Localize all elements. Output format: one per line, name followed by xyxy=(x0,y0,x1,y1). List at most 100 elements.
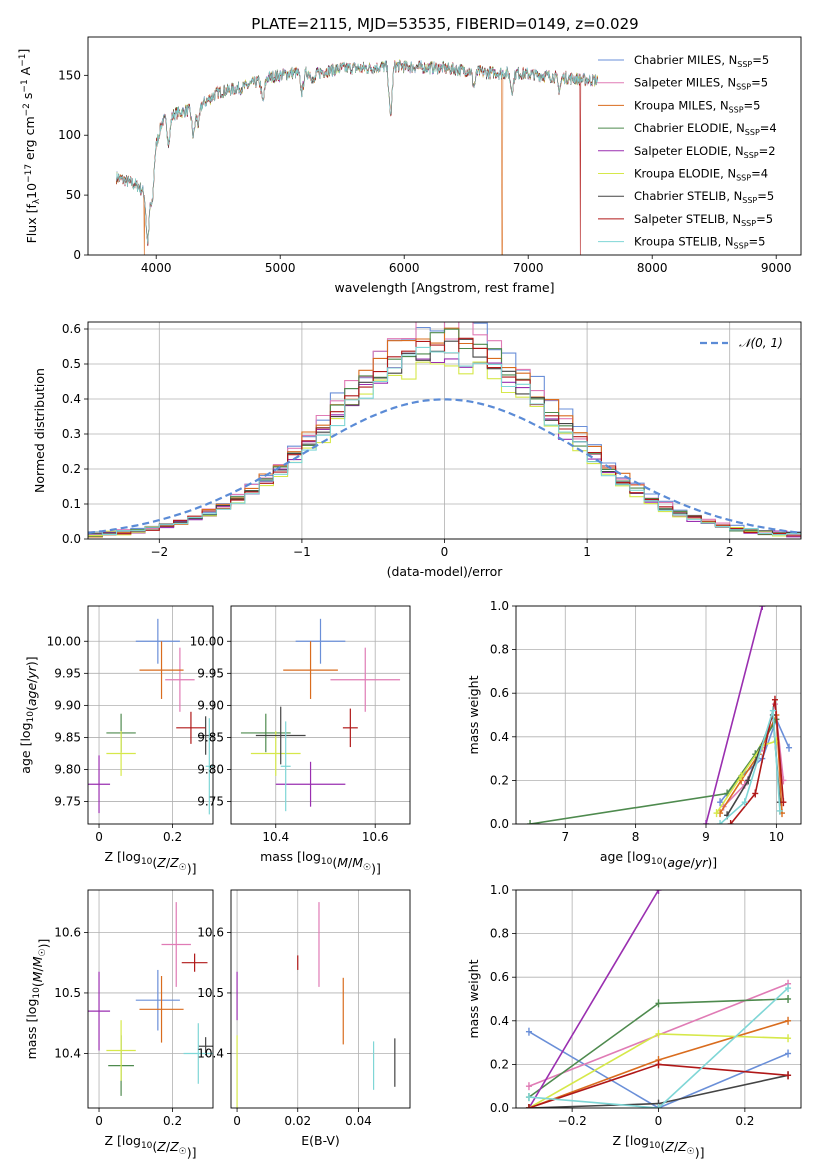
spectrum-line-kroupa-elodie xyxy=(116,59,598,244)
label-part: Z [log xyxy=(104,849,140,864)
label-part: / xyxy=(166,855,171,870)
x-tick-label: −2 xyxy=(150,545,168,559)
label-part: ( xyxy=(30,982,45,987)
legend-subscript: SSP xyxy=(729,105,744,114)
y-tick-label: 0.2 xyxy=(490,773,509,787)
errorbar-point-salpeter-miles xyxy=(161,902,191,987)
y-tick-label: 9.75 xyxy=(54,795,81,809)
label-part: / xyxy=(30,966,45,971)
errorbar-point-salpeter-stelib xyxy=(342,708,358,748)
y-tick-label: 10.4 xyxy=(197,1047,224,1061)
errorbar-point-salpeter-elodie xyxy=(88,971,111,1051)
label-part: 10 xyxy=(26,711,36,723)
label-part: 10 xyxy=(141,857,153,867)
legend-count: =2 xyxy=(759,144,776,158)
label-part: mass [log xyxy=(24,999,39,1060)
y-tick-label: 9.75 xyxy=(197,795,224,809)
legend-entry: 𝒩(0, 1) xyxy=(739,336,783,350)
y-axis-label: Normed distribution xyxy=(32,368,47,493)
x-tick-label: 0 xyxy=(441,545,449,559)
x-axis-label: mass [log10(M/M☉)] xyxy=(260,849,381,876)
legend-count: =5 xyxy=(757,189,774,203)
label-part: −1 xyxy=(18,54,28,67)
axes-frame xyxy=(230,889,411,1109)
label-part: )] xyxy=(707,855,717,870)
y-tick-label: 0.4 xyxy=(62,392,81,406)
label-part: ☉ xyxy=(179,863,187,873)
plot-area xyxy=(525,890,792,1108)
y-tick-label: 0 xyxy=(73,248,81,262)
panel-mass-vs-ebv: 0 0.02 0.04 10.4 10.5 10.6 E(B-V) xyxy=(197,889,411,1148)
series-kroupa-stelib xyxy=(717,706,783,824)
axes-frame xyxy=(515,889,802,1109)
x-axis-label: Z [log10(Z/Z☉)] xyxy=(612,1133,704,1160)
errorbar-point-kroupa-stelib xyxy=(183,1023,213,1084)
x-tick-label: 0 xyxy=(95,1114,103,1128)
errorbar-point-chabrier-stelib xyxy=(255,706,306,765)
label-part: )] xyxy=(187,1145,197,1160)
series-line xyxy=(719,710,781,824)
axes-frame xyxy=(230,605,411,825)
label-part: ( xyxy=(332,855,337,870)
legend-subscript: SSP xyxy=(744,151,759,160)
label-part: / xyxy=(24,678,39,683)
panel-residual-histogram: −2 −1 0 1 2 0.0 0.1 0.2 0.3 0.4 0.5 0.6 (data-model)… xyxy=(32,321,802,579)
label-part: mass [log xyxy=(260,849,321,864)
errorbar-point-chabrier-stelib xyxy=(198,716,213,755)
y-tick-label: 0.6 xyxy=(490,686,509,700)
legend-entry: Salpeter ELODIE, NSSP=2 xyxy=(634,144,776,160)
legend-entry: Chabrier STELIB, NSSP=5 xyxy=(634,189,774,205)
legend-count: =4 xyxy=(751,167,768,181)
label-part: yr xyxy=(694,855,708,870)
x-tick-label: 7000 xyxy=(513,261,544,275)
x-tick-label: 0 xyxy=(655,1114,663,1128)
errorbar-point-kroupa-elodie xyxy=(250,731,301,776)
y-tick-label: 10.6 xyxy=(54,925,81,939)
series-salpeter-stelib xyxy=(525,1060,792,1108)
errorbar-point-chabrier-miles xyxy=(135,969,180,1031)
label-part: λ xyxy=(32,198,42,204)
x-tick-label: 10.6 xyxy=(362,830,389,844)
histogram-step-kroupa-stelib xyxy=(88,346,801,537)
y-tick-label: 9.90 xyxy=(54,698,81,712)
label-part: Z xyxy=(169,855,179,870)
label-part: Z xyxy=(156,1139,166,1154)
plots: 4000 5000 6000 7000 8000 9000050100150wavelen… xyxy=(16,36,802,1160)
y-tick-label: 10.4 xyxy=(54,1047,81,1061)
label-part: )] xyxy=(24,656,39,666)
axes-frame xyxy=(87,321,802,540)
spectrum-line-chabrier-stelib xyxy=(116,60,598,246)
series-line xyxy=(528,890,660,1108)
errorbar-point-kroupa-elodie xyxy=(106,1020,136,1081)
label-part: Z xyxy=(156,855,166,870)
label-part: 10 xyxy=(321,857,333,867)
normal-reference-curve xyxy=(88,398,799,534)
label-part: age [log xyxy=(18,722,33,773)
label-part: Z xyxy=(677,1139,687,1154)
y-tick-label: 100 xyxy=(58,128,81,142)
label-part: )] xyxy=(36,939,51,949)
x-tick-label: 10.4 xyxy=(262,830,289,844)
legend-model: Chabrier ELODIE, N xyxy=(634,121,745,135)
x-tick-label: −1 xyxy=(293,545,311,559)
label-part: 10 xyxy=(141,1141,153,1151)
spectrum-line-kroupa-stelib xyxy=(116,59,598,244)
legend-entry: Chabrier MILES, NSSP=5 xyxy=(634,53,769,69)
x-axis-label: age [log10(age/yr)] xyxy=(600,849,717,870)
series-salpeter-elodie xyxy=(525,890,662,1108)
label-part: s xyxy=(20,93,35,104)
y-tick-label: 0.0 xyxy=(490,817,509,831)
series-salpeter-stelib xyxy=(727,695,787,824)
y-tick-label: 0.0 xyxy=(62,532,81,546)
label-part: Z xyxy=(664,1139,674,1154)
legend-subscript: SSP xyxy=(737,60,752,69)
legend-subscript: SSP xyxy=(745,128,760,137)
x-tick-label: 0.04 xyxy=(345,1114,372,1128)
x-tick-label: 4000 xyxy=(141,261,172,275)
y-tick-label: 150 xyxy=(58,68,81,82)
figure-title: PLATE=2115, MJD=53535, FIBERID=0149, z=0… xyxy=(251,15,638,33)
errorbar-point-salpeter-miles xyxy=(330,647,401,712)
y-axis-label: age [log10(age/yr)] xyxy=(18,656,39,773)
x-tick-label: 0 xyxy=(95,830,103,844)
